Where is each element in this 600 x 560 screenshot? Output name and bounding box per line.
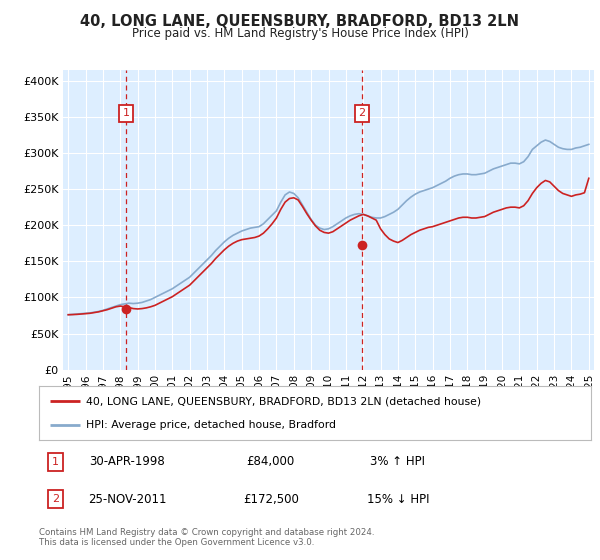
- Text: £84,000: £84,000: [247, 455, 295, 468]
- Text: Contains HM Land Registry data © Crown copyright and database right 2024.
This d: Contains HM Land Registry data © Crown c…: [39, 528, 374, 547]
- Text: 30-APR-1998: 30-APR-1998: [89, 455, 165, 468]
- Text: 3% ↑ HPI: 3% ↑ HPI: [370, 455, 425, 468]
- Text: 2: 2: [52, 494, 59, 504]
- Text: 1: 1: [52, 457, 59, 467]
- Text: 25-NOV-2011: 25-NOV-2011: [88, 493, 167, 506]
- Text: 1: 1: [122, 108, 130, 118]
- Text: 40, LONG LANE, QUEENSBURY, BRADFORD, BD13 2LN: 40, LONG LANE, QUEENSBURY, BRADFORD, BD1…: [80, 14, 520, 29]
- Text: 2: 2: [358, 108, 365, 118]
- Text: £172,500: £172,500: [243, 493, 299, 506]
- Text: Price paid vs. HM Land Registry's House Price Index (HPI): Price paid vs. HM Land Registry's House …: [131, 27, 469, 40]
- Text: HPI: Average price, detached house, Bradford: HPI: Average price, detached house, Brad…: [86, 419, 336, 430]
- Text: 15% ↓ HPI: 15% ↓ HPI: [367, 493, 429, 506]
- Text: 40, LONG LANE, QUEENSBURY, BRADFORD, BD13 2LN (detached house): 40, LONG LANE, QUEENSBURY, BRADFORD, BD1…: [86, 396, 481, 407]
